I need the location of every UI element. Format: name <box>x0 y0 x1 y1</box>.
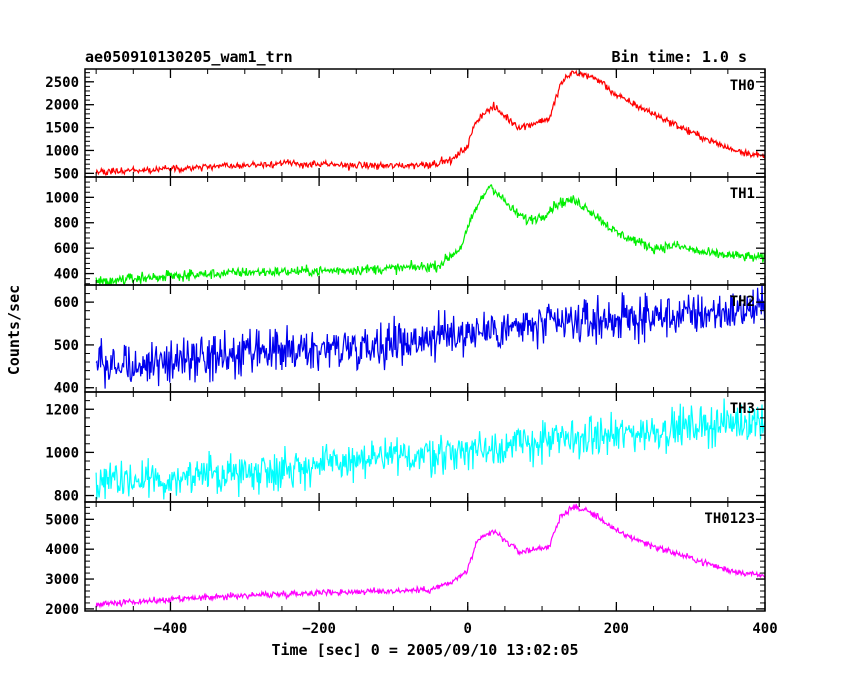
x-tick-label: 200 <box>604 621 629 637</box>
panel-th0123: 2000 3000 4000 5000 TH0123 <box>45 501 766 618</box>
y-tick-label: 4000 <box>45 542 79 558</box>
series-line-th1 <box>95 184 765 285</box>
x-axis-title: Time [sec] 0 = 2005/09/10 13:02:05 <box>271 641 578 659</box>
y-tick-label: 2500 <box>45 75 79 91</box>
y-tick-label: 500 <box>54 338 79 354</box>
bin-time-label: Bin time: 1.0 s <box>612 48 747 66</box>
y-tick-label: 800 <box>54 489 79 505</box>
panel-label-th0123: TH0123 <box>704 511 755 527</box>
y-tick-label: 400 <box>54 381 79 397</box>
y-tick-label: 5000 <box>45 512 79 528</box>
panel-th0: 500 1000 1500 2000 2500 TH0 <box>45 68 766 182</box>
x-tick-label: −400 <box>154 621 188 637</box>
panel-th3: 800 1000 1200 TH3 <box>45 391 766 505</box>
panel-frame <box>84 176 766 286</box>
y-tick-label: 600 <box>54 295 79 311</box>
panel-label-th2: TH2 <box>730 294 755 310</box>
y-tick-label: 3000 <box>45 572 79 588</box>
y-tick-label: 1200 <box>45 402 79 418</box>
panel-frame <box>84 501 766 612</box>
x-axis: −400 −200 0 200 400 <box>154 621 778 637</box>
panel-label-th1: TH1 <box>730 186 755 202</box>
y-tick-label: 2000 <box>45 602 79 618</box>
y-tick-label: 400 <box>54 267 79 283</box>
y-tick-label: 1000 <box>45 190 79 206</box>
y-tick-label: 500 <box>54 166 79 182</box>
y-tick-label: 1000 <box>45 143 79 159</box>
series-line-th3 <box>95 398 765 500</box>
panel-th2: 400 500 600 TH2 <box>54 284 766 397</box>
panel-th1: 400 600 800 1000 TH1 <box>45 176 766 286</box>
x-tick-label: 0 <box>464 621 472 637</box>
panel-frame <box>84 68 766 178</box>
x-tick-label: −200 <box>302 621 336 637</box>
panel-label-th0: TH0 <box>730 78 755 94</box>
y-tick-label: 2000 <box>45 98 79 114</box>
panel-label-th3: TH3 <box>730 401 755 417</box>
y-axis-title: Counts/sec <box>5 285 23 375</box>
series-line-th0123 <box>95 503 765 609</box>
y-tick-label: 1500 <box>45 121 79 137</box>
y-tick-label: 600 <box>54 241 79 257</box>
chart-title: ae050910130205_wam1_trn <box>85 48 293 66</box>
x-tick-label: 400 <box>752 621 777 637</box>
series-line-th0 <box>95 69 765 177</box>
series-line-th2 <box>95 285 765 389</box>
y-tick-label: 800 <box>54 216 79 232</box>
y-tick-label: 1000 <box>45 445 79 461</box>
